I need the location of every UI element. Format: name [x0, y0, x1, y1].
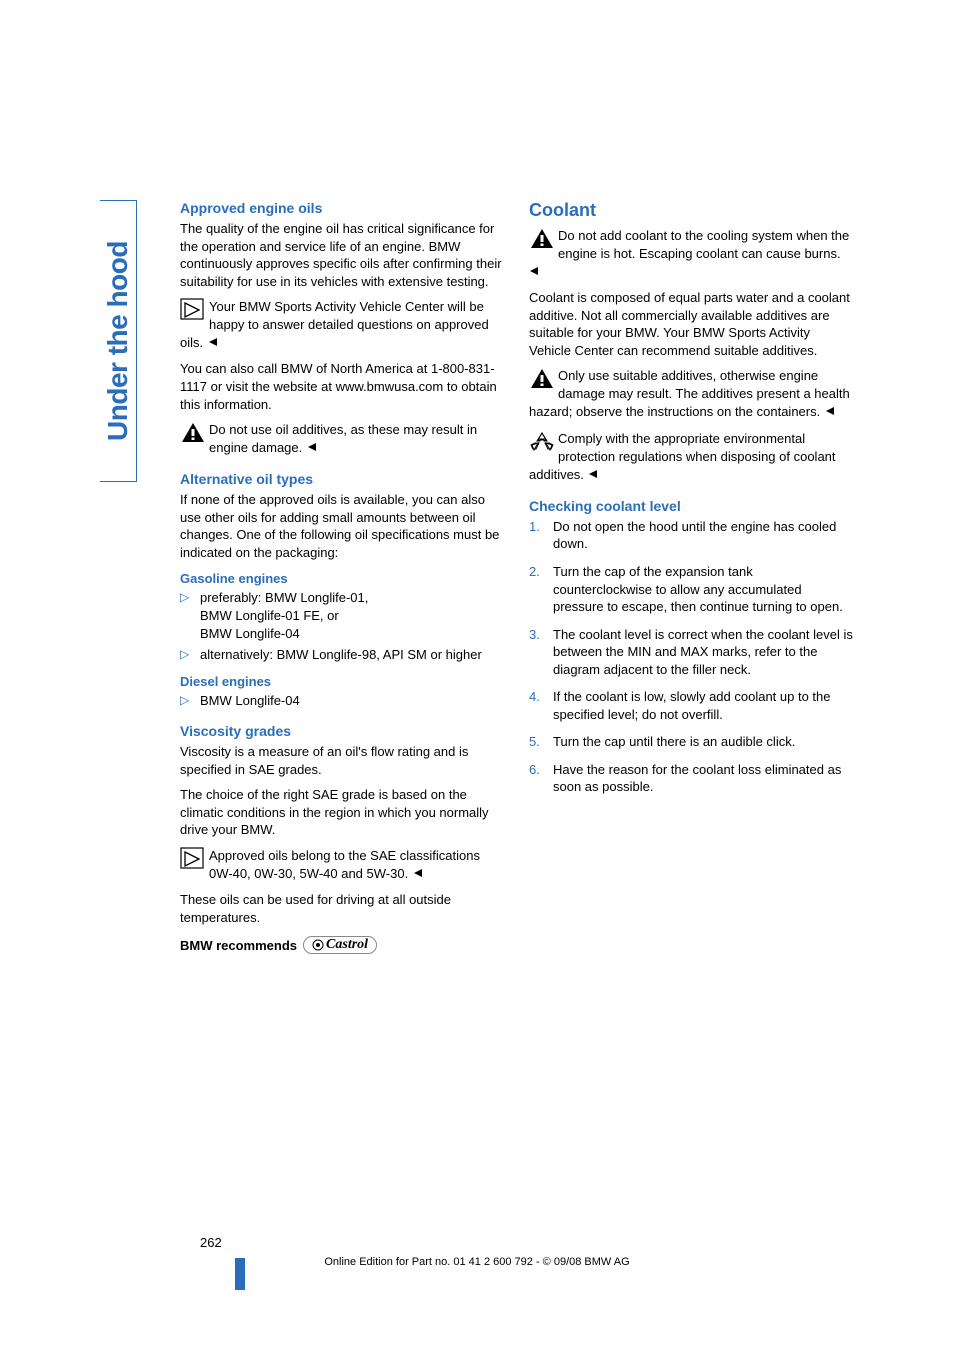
gasoline-list: preferably: BMW Longlife-01, BMW Longlif…	[180, 589, 505, 663]
castrol-text: Castrol	[326, 937, 368, 953]
viscosity-text-1: Viscosity is a measure of an oil's flow …	[180, 743, 505, 778]
warning-text: Do not add coolant to the cooling system…	[558, 228, 849, 261]
warning-triangle-icon	[529, 367, 555, 391]
tip-text: Your BMW Sports Activity Vehicle Center …	[180, 299, 489, 350]
environment-block: Comply with the appropriate environmenta…	[529, 430, 854, 484]
list-item: alternatively: BMW Longlife-98, API SM o…	[180, 646, 505, 664]
warning-triangle-icon	[180, 421, 206, 445]
tip-icon	[180, 298, 206, 322]
content-columns: Approved engine oils The quality of the …	[180, 200, 854, 954]
approved-oils-heading: Approved engine oils	[180, 200, 505, 216]
left-column: Approved engine oils The quality of the …	[180, 200, 505, 954]
viscosity-text-2: The choice of the right SAE grade is bas…	[180, 786, 505, 839]
end-mark-icon	[307, 439, 317, 457]
list-item: Have the reason for the coolant loss eli…	[529, 761, 854, 796]
tip-icon	[180, 847, 206, 871]
coolant-heading: Coolant	[529, 200, 854, 221]
warning-block: Only use suitable additives, otherwise e…	[529, 367, 854, 421]
list-item: The coolant level is correct when the co…	[529, 626, 854, 679]
list-item: preferably: BMW Longlife-01, BMW Longlif…	[180, 589, 505, 642]
environment-text: Comply with the appropriate environmenta…	[529, 431, 836, 482]
approved-oils-text: The quality of the engine oil has critic…	[180, 220, 505, 290]
end-mark-icon	[588, 466, 598, 484]
list-item: Do not open the hood until the engine ha…	[529, 518, 854, 553]
end-mark-icon	[208, 334, 218, 352]
list-item: Turn the cap of the expansion tank count…	[529, 563, 854, 616]
list-item: If the coolant is low, slowly add coolan…	[529, 688, 854, 723]
tip-block: Your BMW Sports Activity Vehicle Center …	[180, 298, 505, 352]
gasoline-heading: Gasoline engines	[180, 571, 505, 586]
side-tab-text: Under the hood	[102, 241, 134, 441]
checking-coolant-heading: Checking coolant level	[529, 498, 854, 514]
warning-text: Do not use oil additives, as these may r…	[209, 422, 477, 455]
castrol-logo: Castrol	[303, 936, 377, 954]
checking-coolant-list: Do not open the hood until the engine ha…	[529, 518, 854, 796]
castrol-emblem-icon	[312, 939, 324, 951]
footer: 262 Online Edition for Part no. 01 41 2 …	[0, 1235, 954, 1270]
end-mark-icon	[529, 263, 539, 281]
diesel-heading: Diesel engines	[180, 674, 505, 689]
list-item: Turn the cap until there is an audible c…	[529, 733, 854, 751]
page: Under the hood Approved engine oils The …	[0, 0, 954, 1350]
end-mark-icon	[825, 403, 835, 421]
coolant-text: Coolant is composed of equal parts water…	[529, 289, 854, 359]
bmw-recommends: BMW recommends Castrol	[180, 936, 505, 954]
side-tab: Under the hood	[100, 200, 137, 482]
alternative-oil-heading: Alternative oil types	[180, 471, 505, 487]
bmw-recommends-text: BMW recommends	[180, 938, 297, 953]
alternative-oil-text: If none of the approved oils is availabl…	[180, 491, 505, 561]
warning-text: Only use suitable additives, otherwise e…	[529, 368, 850, 419]
tip-text: Approved oils belong to the SAE classifi…	[209, 848, 480, 881]
right-column: Coolant Do not add coolant to the coolin…	[529, 200, 854, 954]
list-item: BMW Longlife-04	[180, 692, 505, 710]
viscosity-text-3: These oils can be used for driving at al…	[180, 891, 505, 926]
warning-block: Do not add coolant to the cooling system…	[529, 227, 854, 281]
recycle-icon	[529, 430, 555, 454]
page-indicator-bar	[235, 1258, 245, 1290]
end-mark-icon	[413, 865, 423, 883]
page-number: 262	[200, 1235, 954, 1250]
warning-triangle-icon	[529, 227, 555, 251]
tip-block: Approved oils belong to the SAE classifi…	[180, 847, 505, 883]
viscosity-heading: Viscosity grades	[180, 723, 505, 739]
warning-block: Do not use oil additives, as these may r…	[180, 421, 505, 457]
edition-text: Online Edition for Part no. 01 41 2 600 …	[324, 1256, 629, 1268]
diesel-list: BMW Longlife-04	[180, 692, 505, 710]
approved-oils-contact: You can also call BMW of North America a…	[180, 360, 505, 413]
